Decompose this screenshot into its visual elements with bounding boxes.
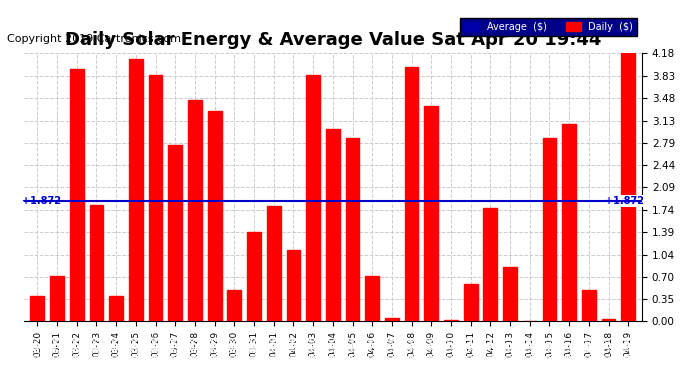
Text: 1.395: 1.395 (250, 335, 259, 358)
Bar (464, 284, 477, 321)
Text: 0.402: 0.402 (33, 335, 42, 359)
Text: 0.400: 0.400 (112, 335, 121, 359)
Bar (30, 296, 44, 321)
Text: 3.961: 3.961 (407, 335, 416, 359)
Bar (602, 319, 615, 321)
Bar (346, 138, 359, 321)
Title: Daily Solar Energy & Average Value Sat Apr 20 19:44: Daily Solar Energy & Average Value Sat A… (65, 31, 601, 49)
Legend: Average  ($), Daily  ($): Average ($), Daily ($) (460, 18, 637, 36)
Bar (365, 276, 379, 321)
Bar (582, 290, 595, 321)
Text: 1.823: 1.823 (92, 335, 101, 359)
Text: 0.035: 0.035 (604, 335, 613, 358)
Text: 3.453: 3.453 (190, 335, 199, 358)
Bar (405, 68, 419, 321)
Bar (70, 69, 83, 321)
Bar (247, 232, 261, 321)
Text: 1.802: 1.802 (269, 335, 278, 359)
Bar (542, 138, 556, 321)
Bar (385, 318, 399, 321)
Text: 2.867: 2.867 (348, 335, 357, 359)
Text: 0.047: 0.047 (387, 335, 396, 359)
Bar (228, 290, 242, 321)
Bar (90, 204, 104, 321)
Bar (484, 209, 497, 321)
Bar (562, 124, 576, 321)
Text: 2.748: 2.748 (170, 335, 180, 359)
Bar (50, 276, 64, 321)
Text: 0.584: 0.584 (466, 335, 475, 359)
Text: 0.851: 0.851 (506, 335, 515, 359)
Text: 3.000: 3.000 (328, 335, 337, 359)
Bar (129, 59, 143, 321)
Text: 3.077: 3.077 (564, 335, 573, 359)
Text: 0.000: 0.000 (525, 335, 534, 359)
Text: 3.938: 3.938 (72, 335, 81, 359)
Text: 0.015: 0.015 (446, 335, 455, 358)
Bar (286, 251, 300, 321)
Bar (306, 75, 320, 321)
Text: 3.368: 3.368 (427, 335, 436, 359)
Text: 0.716: 0.716 (52, 335, 61, 359)
Text: 3.285: 3.285 (210, 335, 219, 359)
Bar (424, 105, 438, 321)
Text: 0.493: 0.493 (230, 335, 239, 359)
Text: 0.485: 0.485 (584, 335, 593, 359)
Bar (168, 145, 182, 321)
Text: 1.107: 1.107 (289, 335, 298, 359)
Bar (188, 100, 202, 321)
Text: 2.862: 2.862 (545, 335, 554, 359)
Bar (326, 129, 339, 321)
Text: +1.872: +1.872 (605, 196, 644, 206)
Bar (208, 111, 221, 321)
Bar (148, 75, 162, 321)
Text: 3.845: 3.845 (308, 335, 317, 359)
Text: 4.090: 4.090 (131, 335, 140, 359)
Text: 3.840: 3.840 (151, 335, 160, 359)
Text: +1.872: +1.872 (21, 196, 61, 206)
Text: 4.180: 4.180 (624, 335, 633, 359)
Text: 0.701: 0.701 (368, 335, 377, 359)
Text: 1.764: 1.764 (486, 335, 495, 359)
Bar (622, 54, 635, 321)
Bar (503, 267, 517, 321)
Text: Copyright 2019 Cartronics.com: Copyright 2019 Cartronics.com (7, 34, 181, 44)
Bar (109, 296, 123, 321)
Bar (267, 206, 281, 321)
